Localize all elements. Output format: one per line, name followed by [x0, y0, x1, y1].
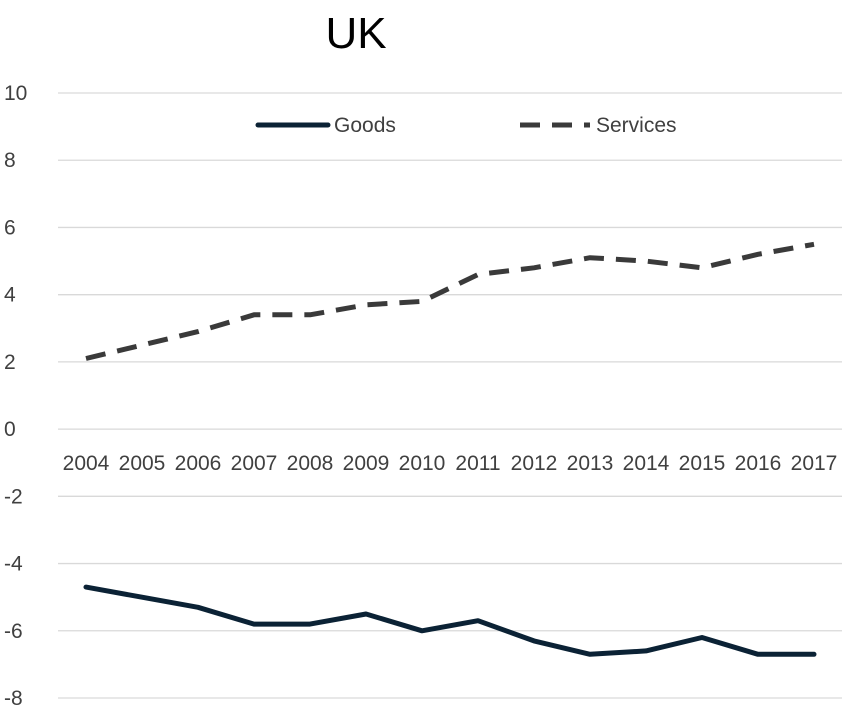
x-tick-label: 2009 — [343, 452, 390, 475]
chart-title: UK — [325, 9, 386, 58]
x-tick-label: 2011 — [455, 452, 500, 475]
x-tick-label: 2014 — [623, 452, 670, 475]
x-tick-label: 2004 — [63, 452, 110, 475]
x-tick-label: 2007 — [231, 452, 278, 475]
x-axis-ticks: 2004 2005 2006 2007 2008 2009 2010 2011 2012 2013… — [63, 452, 838, 475]
x-tick-label: 2013 — [567, 452, 614, 475]
legend-label-goods: Goods — [334, 114, 396, 137]
legend: Goods Services — [255, 114, 677, 137]
y-axis-ticks: -8 -6 -4 -2 0 2 4 6 8 10 — [4, 82, 27, 707]
y-tick-label: 2 — [4, 351, 16, 374]
y-tick-label: 8 — [4, 149, 16, 172]
x-tick-label: 2012 — [511, 452, 558, 475]
series-line-services — [85, 241, 815, 361]
x-tick-label: 2016 — [735, 452, 782, 475]
legend-label-services: Services — [596, 114, 677, 137]
series-line-goods — [83, 584, 817, 657]
x-tick-label: 2015 — [679, 452, 726, 475]
y-tick-label: 4 — [4, 284, 16, 307]
x-tick-label: 2005 — [119, 452, 166, 475]
x-tick-label: 2010 — [399, 452, 446, 475]
y-tick-label: 10 — [4, 82, 27, 105]
y-tick-label: -8 — [4, 687, 23, 707]
y-tick-label: 6 — [4, 216, 16, 239]
y-tick-label: 0 — [4, 418, 16, 441]
y-tick-label: -2 — [4, 485, 23, 508]
y-tick-label: -6 — [4, 620, 23, 643]
gridlines — [58, 92, 842, 699]
x-tick-label: 2006 — [175, 452, 222, 475]
x-tick-label: 2008 — [287, 452, 334, 475]
x-tick-label: 2017 — [791, 452, 838, 475]
y-tick-label: -4 — [4, 553, 23, 576]
series-lines — [83, 241, 817, 657]
